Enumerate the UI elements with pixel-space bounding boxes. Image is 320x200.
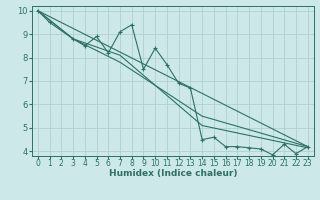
X-axis label: Humidex (Indice chaleur): Humidex (Indice chaleur) <box>108 169 237 178</box>
